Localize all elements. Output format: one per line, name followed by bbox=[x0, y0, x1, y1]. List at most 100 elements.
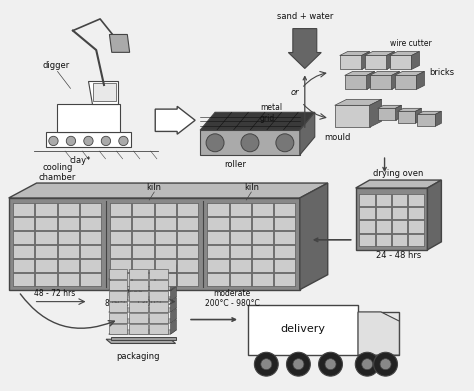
Bar bbox=[129, 302, 147, 312]
Bar bbox=[149, 324, 168, 334]
Bar bbox=[370, 75, 392, 90]
Circle shape bbox=[319, 352, 342, 376]
Text: kiln: kiln bbox=[244, 183, 259, 192]
Bar bbox=[274, 231, 295, 244]
Polygon shape bbox=[57, 104, 119, 132]
Polygon shape bbox=[171, 276, 176, 290]
Bar bbox=[229, 245, 251, 258]
Polygon shape bbox=[365, 52, 394, 56]
Bar bbox=[207, 217, 228, 230]
Bar bbox=[110, 231, 131, 244]
Bar bbox=[375, 207, 391, 219]
Circle shape bbox=[66, 136, 76, 145]
Text: 48 - 72 hrs: 48 - 72 hrs bbox=[34, 289, 75, 298]
Bar bbox=[80, 259, 101, 272]
Bar bbox=[109, 324, 128, 334]
Bar bbox=[149, 269, 168, 279]
Bar bbox=[155, 217, 176, 230]
Bar bbox=[9, 198, 300, 290]
Text: 200°C - 980°C: 200°C - 980°C bbox=[204, 299, 259, 308]
Bar bbox=[252, 273, 273, 286]
Bar bbox=[340, 56, 362, 70]
Bar bbox=[36, 273, 57, 286]
Bar bbox=[13, 245, 35, 258]
Bar bbox=[378, 108, 395, 120]
Bar bbox=[252, 203, 273, 217]
Bar bbox=[229, 273, 251, 286]
Polygon shape bbox=[109, 319, 176, 323]
Text: 24 - 48 hrs: 24 - 48 hrs bbox=[376, 251, 421, 260]
Bar bbox=[36, 231, 57, 244]
Text: sand + water: sand + water bbox=[277, 12, 333, 21]
Bar bbox=[274, 217, 295, 230]
Bar bbox=[80, 203, 101, 217]
Bar bbox=[229, 231, 251, 244]
Polygon shape bbox=[46, 132, 131, 147]
Polygon shape bbox=[109, 330, 176, 334]
Polygon shape bbox=[89, 81, 118, 104]
Bar bbox=[129, 269, 147, 279]
Polygon shape bbox=[436, 111, 441, 126]
Bar bbox=[129, 313, 147, 323]
Polygon shape bbox=[106, 339, 175, 343]
Bar bbox=[132, 203, 154, 217]
Bar bbox=[36, 217, 57, 230]
Polygon shape bbox=[171, 287, 176, 301]
Bar bbox=[207, 203, 228, 217]
Bar bbox=[129, 280, 147, 290]
Bar bbox=[390, 56, 411, 70]
Bar bbox=[177, 217, 198, 230]
Polygon shape bbox=[390, 52, 419, 56]
Bar bbox=[409, 207, 424, 219]
Polygon shape bbox=[340, 52, 370, 56]
Polygon shape bbox=[345, 72, 374, 75]
Bar bbox=[335, 105, 370, 127]
Bar bbox=[207, 245, 228, 258]
Text: drying oven: drying oven bbox=[374, 169, 424, 178]
Polygon shape bbox=[109, 297, 176, 301]
Polygon shape bbox=[109, 34, 130, 52]
Bar bbox=[252, 217, 273, 230]
Polygon shape bbox=[366, 72, 374, 90]
Bar bbox=[177, 203, 198, 217]
Bar bbox=[274, 203, 295, 217]
Bar bbox=[375, 194, 391, 206]
Bar bbox=[252, 245, 273, 258]
Circle shape bbox=[356, 352, 379, 376]
Bar bbox=[392, 207, 408, 219]
Bar bbox=[207, 231, 228, 244]
Bar bbox=[155, 259, 176, 272]
Text: 870°C - 1300°C: 870°C - 1300°C bbox=[105, 299, 164, 308]
Bar bbox=[274, 245, 295, 258]
Bar bbox=[132, 231, 154, 244]
Polygon shape bbox=[378, 105, 401, 108]
Bar bbox=[418, 114, 436, 126]
Bar bbox=[110, 203, 131, 217]
Bar bbox=[109, 302, 128, 312]
Bar bbox=[207, 273, 228, 286]
Bar bbox=[252, 259, 273, 272]
Text: delivery: delivery bbox=[281, 325, 326, 334]
Bar bbox=[409, 234, 424, 246]
Bar bbox=[358, 312, 399, 355]
Circle shape bbox=[325, 359, 336, 370]
Polygon shape bbox=[171, 309, 176, 323]
Circle shape bbox=[380, 359, 391, 370]
Bar bbox=[36, 203, 57, 217]
Polygon shape bbox=[394, 72, 424, 75]
Bar bbox=[132, 273, 154, 286]
Polygon shape bbox=[109, 275, 176, 279]
Bar bbox=[207, 259, 228, 272]
Polygon shape bbox=[171, 298, 176, 312]
Bar bbox=[177, 259, 198, 272]
Bar bbox=[80, 245, 101, 258]
Bar bbox=[109, 269, 128, 279]
Bar bbox=[110, 245, 131, 258]
Bar bbox=[392, 194, 408, 206]
Polygon shape bbox=[370, 99, 382, 127]
Bar bbox=[80, 217, 101, 230]
Text: packaging: packaging bbox=[117, 352, 160, 361]
Bar bbox=[394, 75, 417, 90]
Polygon shape bbox=[288, 29, 321, 68]
Text: bricks: bricks bbox=[429, 68, 455, 77]
